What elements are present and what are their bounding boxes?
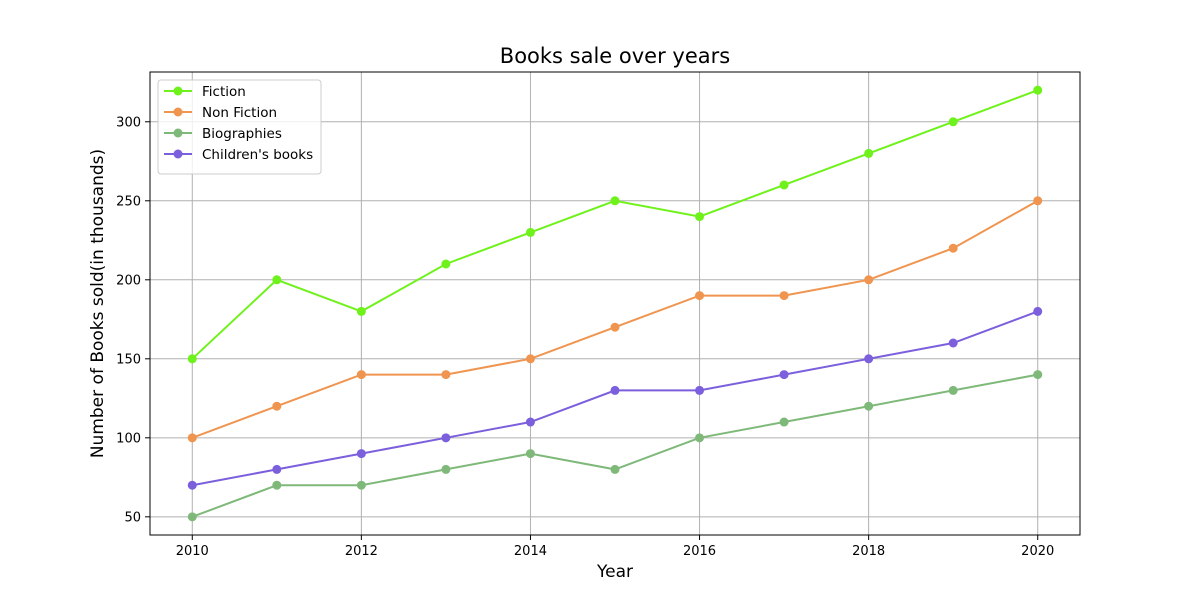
legend-box	[157, 79, 322, 175]
y-tick-label: 300	[116, 115, 141, 130]
y-axis-ticks: 50 100 150 200 250 300	[116, 115, 150, 525]
legend-entry: Fiction	[164, 84, 246, 100]
data-point	[610, 464, 620, 474]
data-point	[779, 417, 789, 427]
legend-label: Children's books	[202, 147, 313, 163]
y-tick-label: 150	[116, 352, 141, 367]
data-point	[864, 275, 874, 285]
legend-entry: Biographies	[164, 126, 282, 142]
data-point	[695, 291, 705, 301]
data-point	[356, 370, 366, 380]
legend-swatch-marker	[173, 128, 183, 138]
data-point	[610, 385, 620, 395]
data-point	[779, 291, 789, 301]
data-point	[695, 385, 705, 395]
data-point	[864, 354, 874, 364]
data-point	[610, 322, 620, 332]
data-point	[441, 464, 451, 474]
data-point	[948, 243, 958, 253]
data-point	[695, 433, 705, 443]
data-point	[356, 480, 366, 490]
data-point	[948, 385, 958, 395]
legend-entry: Children's books	[164, 147, 313, 163]
x-tick-label: 2010	[176, 544, 209, 559]
data-point	[948, 117, 958, 127]
data-point	[272, 464, 282, 474]
series-non-fiction	[187, 196, 1043, 443]
data-point	[441, 370, 451, 380]
data-point	[1033, 196, 1043, 206]
legend-swatch-marker	[173, 107, 183, 117]
y-axis-title: Number of Books sold(in thousands)	[88, 149, 108, 458]
x-axis-title: Year	[596, 562, 633, 582]
y-tick-label: 200	[116, 273, 141, 288]
data-point	[441, 433, 451, 443]
x-tick-label: 2012	[345, 544, 378, 559]
data-point	[356, 449, 366, 459]
data-point	[1033, 85, 1043, 95]
data-point	[525, 227, 535, 237]
data-point	[864, 148, 874, 158]
chart-title: Books sale over years	[500, 44, 730, 68]
data-point	[695, 212, 705, 222]
legend-label: Non Fiction	[202, 105, 277, 121]
data-point	[948, 338, 958, 348]
x-axis-ticks: 2010 2012 2014 2016 2018 2020	[176, 535, 1054, 559]
series-line	[191, 199, 1039, 439]
x-tick-label: 2016	[683, 544, 716, 559]
y-tick-label: 250	[116, 194, 141, 209]
data-point	[187, 433, 197, 443]
data-point	[525, 449, 535, 459]
data-point	[779, 180, 789, 190]
y-tick-label: 50	[124, 510, 141, 525]
data-point	[187, 354, 197, 364]
legend-label: Fiction	[202, 84, 246, 100]
data-point	[187, 512, 197, 522]
x-tick-label: 2014	[514, 544, 547, 559]
data-point	[525, 417, 535, 427]
y-tick-label: 100	[116, 431, 141, 446]
series-fiction	[187, 85, 1043, 364]
data-point	[272, 275, 282, 285]
legend-entry: Non Fiction	[164, 105, 277, 121]
data-point	[272, 401, 282, 411]
series-line	[191, 373, 1038, 518]
data-point	[864, 401, 874, 411]
series-biographies	[187, 370, 1043, 522]
x-tick-label: 2018	[852, 544, 885, 559]
data-point	[187, 480, 197, 490]
data-point	[272, 480, 282, 490]
data-point	[441, 259, 451, 269]
data-point	[1033, 370, 1043, 380]
plot-frame	[149, 71, 1081, 536]
data-point	[610, 196, 620, 206]
x-tick-label: 2020	[1021, 544, 1054, 559]
legend-swatch-marker	[173, 149, 183, 159]
series-lines	[187, 85, 1043, 522]
legend-swatch-marker	[173, 86, 183, 96]
series-children-s-books	[187, 306, 1043, 490]
legend-label: Biographies	[202, 126, 282, 142]
legend: Fiction Non Fiction Biographies Children's …	[157, 79, 322, 175]
data-point	[1033, 306, 1043, 316]
data-point	[356, 306, 366, 316]
data-point	[779, 370, 789, 380]
data-point	[525, 354, 535, 364]
